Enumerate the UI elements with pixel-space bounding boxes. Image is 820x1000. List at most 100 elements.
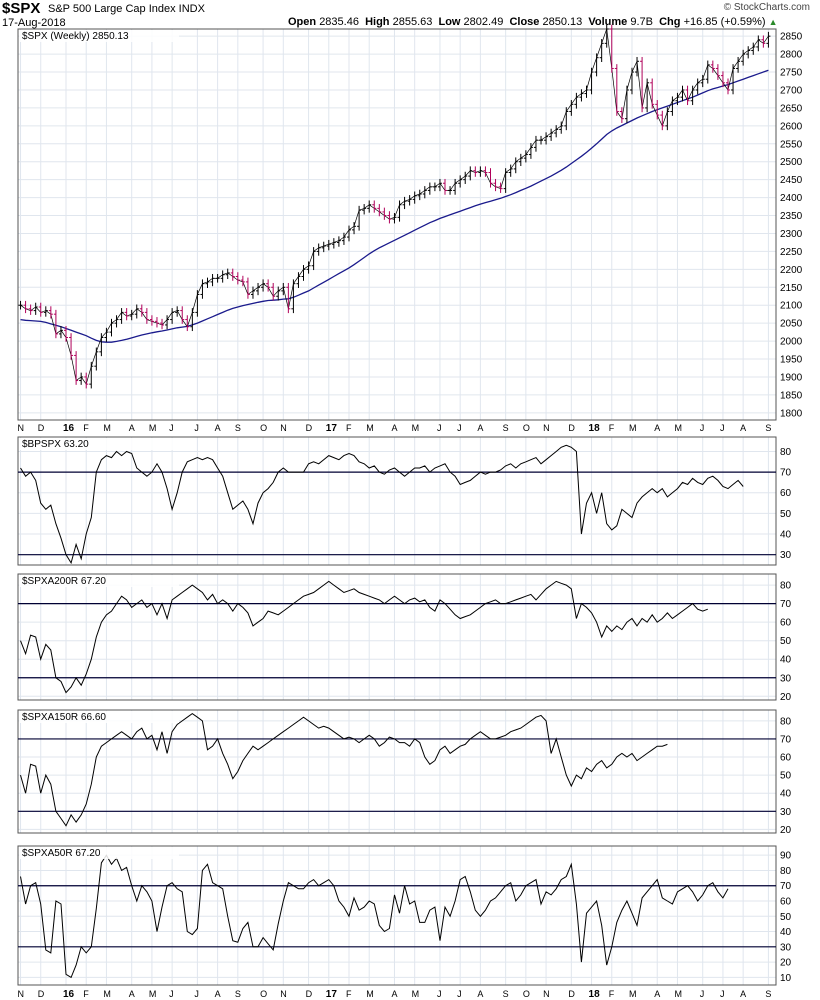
y-tick-label: 2800 — [780, 50, 803, 61]
x-month-label: A — [654, 423, 660, 433]
x-month-label: M — [366, 423, 374, 433]
x-month-label: A — [391, 989, 397, 999]
y-tick-label: 2250 — [780, 247, 803, 258]
x-month-label: N — [543, 423, 550, 433]
indicator-line — [20, 580, 708, 694]
indicator-line — [20, 854, 729, 979]
y-tick-label: 2550 — [780, 139, 803, 150]
y-tick-label: 70 — [780, 599, 792, 610]
y-tick-label: 30 — [780, 807, 792, 818]
x-month-label: 16 — [63, 423, 75, 434]
x-month-label: D — [306, 989, 313, 999]
x-month-label: J — [194, 423, 199, 433]
x-month-label: J — [437, 423, 442, 433]
y-tick-label: 50 — [780, 509, 792, 520]
security-name: S&P 500 Large Cap Index INDX — [48, 3, 205, 15]
x-month-label: A — [477, 989, 483, 999]
y-tick-label: 2150 — [780, 283, 803, 294]
panel-title-bg — [19, 847, 179, 859]
y-tick-label: 20 — [780, 692, 792, 703]
x-month-label: M — [629, 423, 637, 433]
y-tick-label: 2700 — [780, 85, 803, 96]
y-tick-label: 50 — [780, 771, 792, 782]
y-tick-label: 2050 — [780, 319, 803, 330]
y-tick-label: 70 — [780, 468, 792, 479]
y-tick-label: 2400 — [780, 193, 803, 204]
close-label: Close — [509, 16, 540, 28]
y-tick-label: 2650 — [780, 103, 803, 114]
x-month-label: A — [215, 989, 221, 999]
x-month-label: M — [412, 989, 420, 999]
x-month-label: N — [18, 989, 25, 999]
x-month-label: J — [169, 989, 174, 999]
low-label: Low — [438, 16, 461, 28]
x-month-label: 17 — [326, 423, 338, 434]
y-tick-label: 2000 — [780, 337, 803, 348]
panel-frame — [17, 28, 777, 421]
x-month-label: M — [629, 989, 637, 999]
y-tick-label: 1850 — [780, 390, 803, 401]
x-month-label: S — [235, 423, 241, 433]
x-month-label: N — [280, 989, 287, 999]
moving-average-line — [20, 69, 769, 343]
y-tick-label: 2300 — [780, 229, 803, 240]
panel-title-bg — [19, 30, 179, 42]
volume-value: 9.7B — [630, 16, 653, 28]
y-tick-label: 50 — [780, 912, 792, 923]
chg-label: Chg — [659, 16, 681, 28]
x-month-label: M — [149, 423, 157, 433]
y-tick-label: 2600 — [780, 121, 803, 132]
x-month-label: N — [280, 423, 287, 433]
y-tick-label: 2100 — [780, 301, 803, 312]
y-tick-label: 30 — [780, 673, 792, 684]
y-tick-label: 80 — [780, 866, 792, 877]
x-month-label: J — [457, 423, 462, 433]
y-tick-label: 2750 — [780, 68, 803, 79]
panel-title: $SPXA50R 67.20 — [22, 848, 101, 859]
y-tick-label: 1950 — [780, 355, 803, 366]
y-tick-label: 40 — [780, 530, 792, 541]
y-tick-label: 60 — [780, 618, 792, 629]
x-month-label: A — [740, 423, 746, 433]
x-month-label: 18 — [589, 423, 601, 434]
y-tick-label: 20 — [780, 958, 792, 969]
x-month-label: S — [235, 989, 241, 999]
y-tick-label: 40 — [780, 927, 792, 938]
x-month-label: M — [674, 423, 682, 433]
y-tick-label: 30 — [780, 942, 792, 953]
y-tick-label: 2500 — [780, 157, 803, 168]
x-month-label: F — [609, 989, 615, 999]
x-month-label: 16 — [63, 989, 75, 1000]
x-month-label: O — [523, 989, 530, 999]
x-month-label: F — [83, 989, 89, 999]
panel-title: $SPX (Weekly) 2850.13 — [22, 31, 129, 42]
x-month-label: M — [366, 989, 374, 999]
stockcharts-logo[interactable]: © StockCharts.com — [723, 2, 810, 13]
x-month-label: D — [568, 989, 575, 999]
y-tick-label: 60 — [780, 896, 792, 907]
x-month-label: J — [700, 989, 705, 999]
x-month-label: M — [103, 423, 111, 433]
x-month-label: S — [503, 989, 509, 999]
panel-frame — [17, 845, 777, 986]
high-value: 2855.63 — [392, 16, 433, 28]
y-tick-label: 50 — [780, 636, 792, 647]
panel-title: $BPSPX 63.20 — [22, 439, 89, 450]
x-month-label: O — [523, 423, 530, 433]
x-month-label: M — [103, 989, 111, 999]
open-value: 2835.46 — [319, 16, 359, 28]
y-tick-label: 30 — [780, 550, 792, 561]
indicator-line — [20, 712, 668, 827]
panel-title: $SPXA150R 66.60 — [22, 712, 106, 723]
x-month-label: J — [720, 989, 725, 999]
y-tick-label: 80 — [780, 447, 792, 458]
y-tick-label: 20 — [780, 825, 792, 836]
panel-title-bg — [19, 711, 179, 723]
panel-frame — [17, 709, 777, 834]
y-tick-label: 2850 — [780, 32, 803, 43]
x-month-label: A — [654, 989, 660, 999]
x-month-label: J — [194, 989, 199, 999]
y-tick-label: 60 — [780, 753, 792, 764]
symbol-title: $SPX — [2, 0, 41, 17]
